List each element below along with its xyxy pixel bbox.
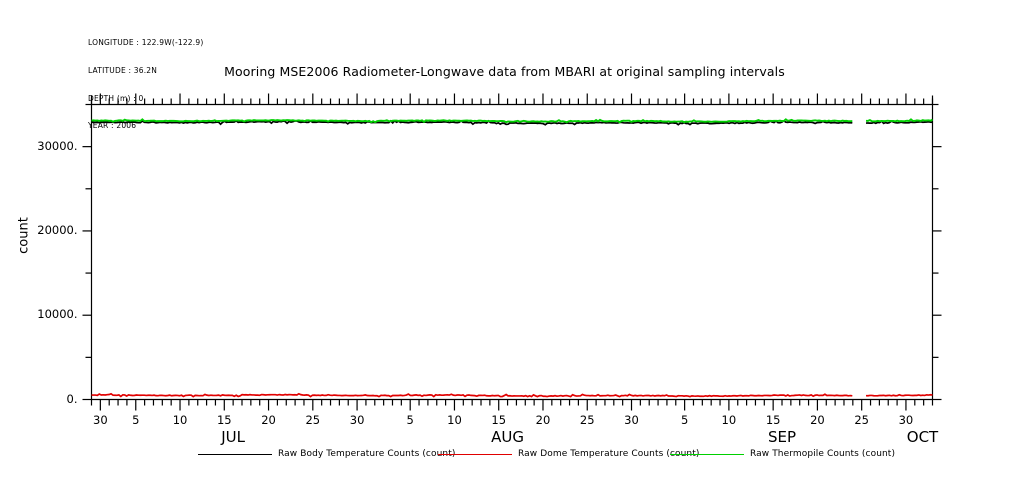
chart-legend: Raw Body Temperature Counts (count) Raw D… <box>0 445 1009 467</box>
x-tick-label: 10 <box>721 412 737 427</box>
x-tick-label: 20 <box>535 412 551 427</box>
y-tick-label: 20000. <box>37 222 78 237</box>
x-tick-label: 30 <box>93 412 108 427</box>
data-series-group <box>91 118 933 398</box>
chart-title: Mooring MSE2006 Radiometer-Longwave data… <box>224 64 785 79</box>
x-tick-label: 30 <box>624 412 639 427</box>
x-tick-label: 30 <box>898 412 914 427</box>
x-tick-label: 5 <box>680 412 689 427</box>
legend-label: Raw Dome Temperature Counts (count) <box>518 449 700 459</box>
x-tick-label: 20 <box>261 412 276 427</box>
series-line-3 <box>91 118 933 124</box>
legend-entry[interactable]: Raw Thermopile Counts (count) <box>670 445 895 463</box>
x-month-label: AUG <box>491 427 524 446</box>
series-line-1 <box>91 119 933 126</box>
x-tick-label: 10 <box>447 412 462 427</box>
legend-label: Raw Thermopile Counts (count) <box>750 449 896 459</box>
x-tick-label: 15 <box>491 412 507 427</box>
x-tick-label: 15 <box>765 412 781 427</box>
x-tick-label: 5 <box>132 412 140 427</box>
x-tick-label: 10 <box>172 412 188 427</box>
legend-entry[interactable]: Raw Body Temperature Counts (count) <box>198 445 455 463</box>
series-line-2 <box>91 392 933 398</box>
x-tick-label: 25 <box>579 412 595 427</box>
legend-color-swatch <box>670 453 744 455</box>
y-tick-label: 0. <box>66 391 78 406</box>
metadata-latitude: LATITUDE : 36.2N <box>88 66 158 76</box>
x-tick-label: 25 <box>305 412 321 427</box>
metadata-year: YEAR : 2006 <box>88 121 137 131</box>
legend-label: Raw Body Temperature Counts (count) <box>278 449 456 459</box>
legend-color-swatch <box>438 453 512 455</box>
y-axis-ticks <box>82 103 942 401</box>
metadata-longitude: LONGITUDE : 122.9W(-122.9) <box>88 38 204 48</box>
metadata-depth: DEPTH (m) : 0 <box>88 93 144 103</box>
legend-entry[interactable]: Raw Dome Temperature Counts (count) <box>438 445 699 463</box>
x-month-label: OCT <box>906 427 939 446</box>
x-tick-label: 15 <box>216 412 232 427</box>
legend-color-swatch <box>198 453 272 455</box>
x-tick-label: 25 <box>854 412 869 427</box>
y-tick-label: 10000. <box>37 307 78 322</box>
x-month-label: SEP <box>767 427 797 446</box>
x-tick-label: 20 <box>810 412 825 427</box>
y-tick-label: 30000. <box>37 138 78 153</box>
x-axis-ticks <box>90 93 934 411</box>
x-tick-label: 5 <box>406 412 414 427</box>
x-month-label: JUL <box>221 427 246 446</box>
axis-frame <box>90 95 934 401</box>
x-tick-label: 30 <box>349 412 365 427</box>
metadata-header: LONGITUDE : 122.9W(-122.9) LATITUDE : 36… <box>88 20 203 149</box>
